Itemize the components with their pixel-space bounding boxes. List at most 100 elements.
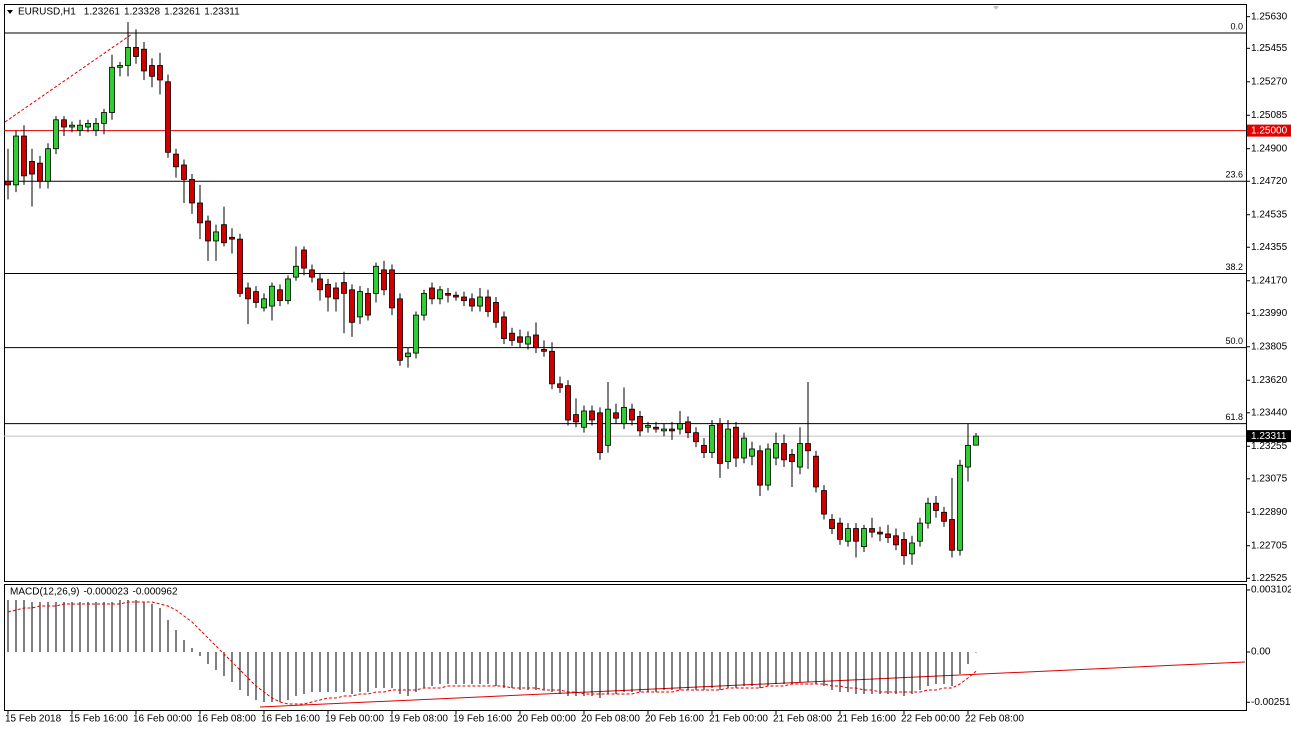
candle-body: [293, 265, 299, 278]
candle-body: [781, 443, 787, 461]
macd-title: -0.000962: [133, 587, 178, 598]
candle-body: [429, 287, 435, 300]
candle-body: [917, 522, 923, 542]
candle-body: [685, 421, 691, 434]
y-tick-label: 1.22525: [1251, 573, 1288, 584]
y-tick-label: 1.25630: [1251, 11, 1288, 22]
candle-body: [933, 502, 939, 511]
candle-body: [341, 282, 347, 294]
y-tick-label: 1.24170: [1251, 275, 1288, 286]
candle-body: [829, 519, 835, 529]
candle-body: [165, 81, 171, 153]
candle-body: [973, 435, 979, 446]
candle-body: [773, 443, 779, 459]
menu-arrow[interactable]: [7, 10, 13, 14]
candle-body: [125, 47, 131, 66]
candle-body: [813, 455, 819, 488]
candle-body: [277, 289, 283, 302]
candle-body: [749, 448, 755, 457]
candle-body: [205, 220, 211, 242]
candle-body: [21, 135, 27, 177]
candle-body: [461, 296, 467, 302]
candle-body: [333, 287, 339, 300]
fib-label: 0.0: [1230, 21, 1243, 31]
price-panel: [4, 4, 1247, 582]
y-tick-label: 1.23990: [1251, 308, 1288, 319]
candle-body: [949, 519, 955, 551]
x-tick-label: 21 Feb 00:00: [709, 714, 768, 725]
candle-body: [901, 538, 907, 557]
candle-body: [797, 443, 803, 468]
candle-body: [805, 443, 811, 452]
x-tick-label: 19 Feb 08:00: [389, 714, 448, 725]
candle-body: [629, 408, 635, 421]
candle-body: [861, 528, 867, 548]
y-tick-label: 1.24900: [1251, 143, 1288, 154]
candle-body: [325, 283, 331, 298]
candle-body: [709, 425, 715, 453]
x-tick-label: 21 Feb 08:00: [773, 714, 832, 725]
candle-body: [957, 464, 963, 551]
candle-body: [733, 426, 739, 459]
y-tick-label: 1.25270: [1251, 76, 1288, 87]
candle-body: [301, 249, 307, 269]
candle-body: [133, 47, 139, 57]
price-label: 1.23311: [1251, 431, 1287, 442]
header-text: 1.23328: [124, 7, 161, 18]
candle-body: [69, 124, 75, 128]
candle-body: [725, 428, 731, 463]
candle-body: [645, 425, 651, 428]
candle-body: [597, 412, 603, 453]
fib-label: 23.6: [1225, 170, 1243, 180]
candle-body: [253, 291, 259, 303]
y-tick-label: 1.23805: [1251, 341, 1288, 352]
candle-body: [941, 511, 947, 522]
candle-body: [357, 291, 363, 318]
x-tick-label: 22 Feb 00:00: [901, 714, 960, 725]
candle-body: [925, 502, 931, 524]
y-tick-label: 1.22890: [1251, 507, 1288, 518]
candle-body: [349, 289, 355, 323]
fib-label: 50.0: [1225, 336, 1243, 346]
candle-body: [365, 293, 371, 316]
x-tick-label: 15 Feb 2018: [5, 714, 62, 725]
candle-body: [373, 265, 379, 294]
candle-body: [909, 542, 915, 555]
candle-body: [565, 385, 571, 421]
candle-body: [405, 352, 411, 358]
y-tick-label: 1.23440: [1251, 407, 1288, 418]
candle-body: [221, 224, 227, 244]
candle-body: [381, 269, 387, 291]
y-tick-label: 1.22705: [1251, 540, 1288, 551]
header-text: EURUSD,H1: [18, 7, 76, 18]
y-tick-label: 1.25455: [1251, 43, 1288, 54]
candle-body: [573, 414, 579, 423]
x-tick-label: 16 Feb 16:00: [261, 714, 320, 725]
candle-body: [53, 119, 59, 150]
x-tick-label: 21 Feb 16:00: [837, 714, 896, 725]
macd-title: MACD(12,26,9): [10, 587, 79, 598]
candle-body: [157, 65, 163, 81]
candle-body: [717, 423, 723, 464]
candle-body: [173, 153, 179, 168]
candle-body: [557, 383, 563, 388]
level-label-box: [1247, 124, 1291, 137]
candle-body: [397, 298, 403, 361]
header-text: 1.23261: [84, 7, 121, 18]
fib-label: 38.2: [1225, 262, 1243, 272]
candle-body: [885, 533, 891, 538]
candle-body: [141, 48, 147, 72]
header-text: 1.23261: [164, 7, 201, 18]
candle-body: [245, 287, 251, 300]
candle-body: [85, 122, 91, 128]
candle-body: [149, 65, 155, 77]
candle-body: [45, 148, 51, 182]
candle-body: [445, 293, 451, 296]
x-tick-label: 19 Feb 00:00: [325, 714, 384, 725]
y-tick-label: 1.24355: [1251, 242, 1288, 253]
y-tick-label: 1.23075: [1251, 473, 1288, 484]
candle-body: [77, 124, 83, 132]
y-tick-label: 1.25085: [1251, 110, 1288, 121]
